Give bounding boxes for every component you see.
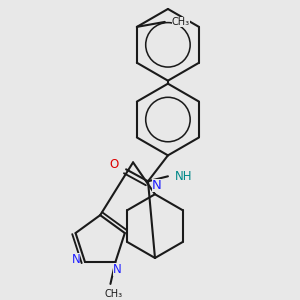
Text: CH₃: CH₃ xyxy=(172,17,190,27)
Text: N: N xyxy=(152,179,162,192)
Text: N: N xyxy=(113,263,122,277)
Text: N: N xyxy=(72,253,80,266)
Text: O: O xyxy=(110,158,119,171)
Text: NH: NH xyxy=(175,170,193,183)
Text: CH₃: CH₃ xyxy=(104,289,122,299)
